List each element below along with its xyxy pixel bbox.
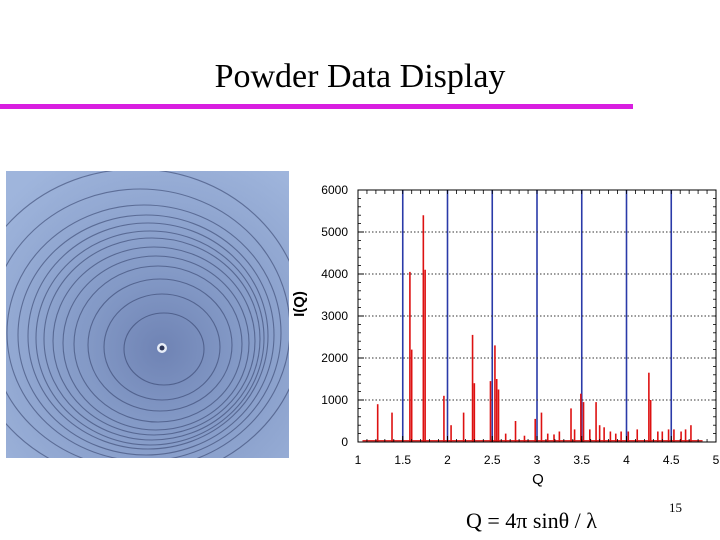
- y-tick-label: 0: [341, 435, 348, 449]
- y-tick-label: 6000: [321, 183, 348, 197]
- tick-labels: 1 1.5 2 2.5 3 3.5 4 4.5 5 0 1000 2000 3000 4000 5000 60…: [321, 183, 719, 467]
- y-tick-label: 3000: [321, 309, 348, 323]
- x-tick-label: 2.5: [484, 453, 501, 467]
- x-tick-label: 1: [355, 453, 362, 467]
- x-tick-label: 4.5: [663, 453, 680, 467]
- x-tick-label: 1.5: [394, 453, 411, 467]
- y-tick-label: 5000: [321, 225, 348, 239]
- y-tick-label: 2000: [321, 351, 348, 365]
- chart-gridlines: [358, 190, 716, 442]
- x-tick-label: 3: [534, 453, 541, 467]
- intensity-series: [362, 215, 703, 442]
- slide-title: Powder Data Display: [214, 58, 506, 95]
- y-tick-label: 4000: [321, 267, 348, 281]
- powder-intensity-chart: 1 1.5 2 2.5 3 3.5 4 4.5 5 0 1000 2000 3000 4000 5000 60…: [291, 183, 720, 488]
- y-axis-label: I(Q): [291, 291, 308, 317]
- y-tick-label: 1000: [321, 393, 348, 407]
- x-tick-label: 3.5: [573, 453, 590, 467]
- title-underline: [0, 104, 633, 109]
- x-tick-label: 2: [444, 453, 451, 467]
- x-tick-label: 5: [713, 453, 720, 467]
- page-number: 15: [669, 500, 682, 515]
- axis-ticks: [357, 189, 717, 443]
- q-formula: Q = 4π sinθ / λ: [466, 508, 597, 533]
- x-tick-label: 4: [623, 453, 630, 467]
- powder-diffraction-rings-image: [6, 171, 289, 458]
- x-axis-label: Q: [532, 471, 544, 488]
